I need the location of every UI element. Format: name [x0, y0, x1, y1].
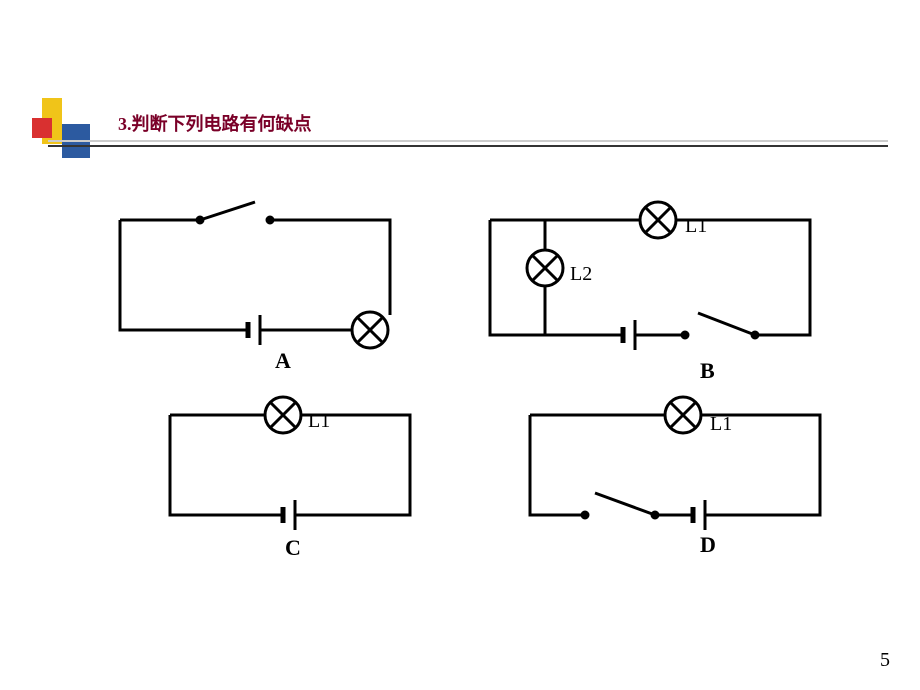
- page-number: 5: [880, 649, 890, 672]
- slide-decoration: [32, 96, 112, 181]
- circuit-d: L1: [530, 397, 820, 530]
- slide-title: 3.判断下列电路有何缺点: [118, 110, 312, 136]
- bulb-l1-c-label: L1: [308, 410, 330, 432]
- divider-dark: [48, 145, 888, 147]
- circuit-b-label: B: [700, 358, 715, 383]
- bulb-l1-b-label: L1: [685, 215, 707, 237]
- circuit-d-label: D: [700, 532, 716, 557]
- bulb-l2-b-label: L2: [570, 263, 592, 285]
- circuit-a: [120, 202, 390, 348]
- divider-light: [48, 140, 888, 142]
- circuit-diagrams: A L1 L2 B: [60, 200, 860, 605]
- circuit-c: L1: [170, 397, 410, 530]
- circuit-c-label: C: [285, 535, 301, 560]
- circuit-a-label: A: [275, 348, 291, 373]
- deco-red: [32, 118, 52, 138]
- circuit-b: L1 L2: [490, 202, 810, 350]
